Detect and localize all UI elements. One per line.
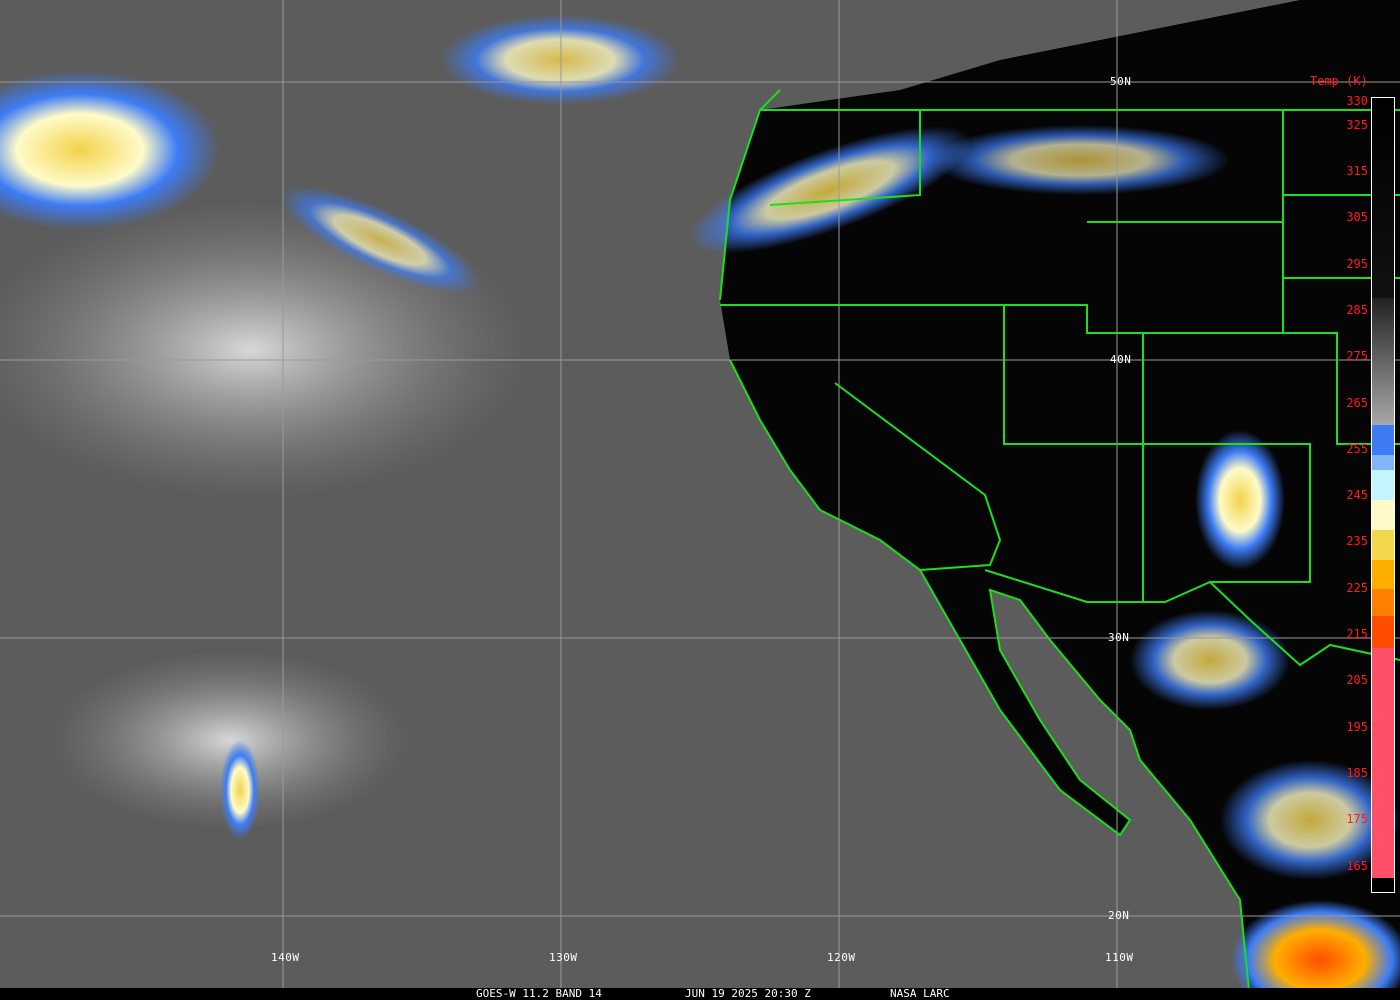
lat-label: 30N — [1108, 631, 1130, 644]
cloud — [688, 126, 972, 254]
source: NASA LARC — [890, 987, 950, 1000]
lon-label: 140W — [271, 951, 300, 964]
colorbar-title: Temp (K) — [1310, 74, 1368, 88]
timestamp: JUN 19 2025 20:30 Z — [685, 987, 811, 1000]
colorbar-tick: 205 — [1346, 673, 1368, 688]
cloud — [220, 740, 260, 840]
colorbar-tick: 265 — [1346, 395, 1368, 410]
colorbar — [1371, 97, 1395, 893]
colorbar-tick: 245 — [1346, 488, 1368, 503]
cloud — [50, 650, 410, 830]
colorbar-tick: 305 — [1346, 210, 1368, 225]
colorbar-tick: 215 — [1346, 627, 1368, 641]
cloud — [0, 70, 220, 230]
lat-label: 20N — [1108, 909, 1130, 922]
borders — [719, 89, 1400, 1000]
colorbar-tick: 195 — [1346, 719, 1368, 734]
cloud — [930, 125, 1230, 195]
lon-label: 120W — [827, 951, 856, 964]
colorbar-tick: 235 — [1346, 534, 1368, 549]
lat-label: 50N — [1110, 75, 1132, 88]
colorbar-tick: 275 — [1346, 349, 1368, 364]
colorbar-tick: 315 — [1346, 164, 1368, 178]
colorbar-tick: 325 — [1346, 118, 1368, 132]
cloud — [440, 15, 680, 105]
colorbar-tick: 185 — [1346, 765, 1368, 780]
caption-bar: GOES-W 11.2 BAND 14 JUN 19 2025 20:30 Z … — [0, 988, 1400, 1000]
colorbar-tick: 255 — [1346, 441, 1368, 456]
colorbar-tick: 330 — [1346, 94, 1368, 108]
cloud — [1220, 760, 1400, 880]
colorbar-tick: 175 — [1346, 812, 1368, 827]
land-mass — [720, 0, 1400, 1000]
colorbar-tick: 165 — [1346, 858, 1368, 873]
cloud — [1130, 610, 1290, 710]
colorbar-tick: 295 — [1346, 256, 1368, 271]
colorbar-tick: 225 — [1346, 580, 1368, 595]
colorbar-tick: 285 — [1346, 302, 1368, 317]
lon-label: 130W — [549, 951, 578, 964]
cloud — [1195, 430, 1285, 570]
lat-label: 40N — [1110, 353, 1132, 366]
satellite-band: GOES-W 11.2 BAND 14 — [476, 987, 602, 1000]
lon-label: 110W — [1105, 951, 1134, 964]
cloud — [1230, 900, 1400, 1000]
cloud — [279, 186, 481, 294]
